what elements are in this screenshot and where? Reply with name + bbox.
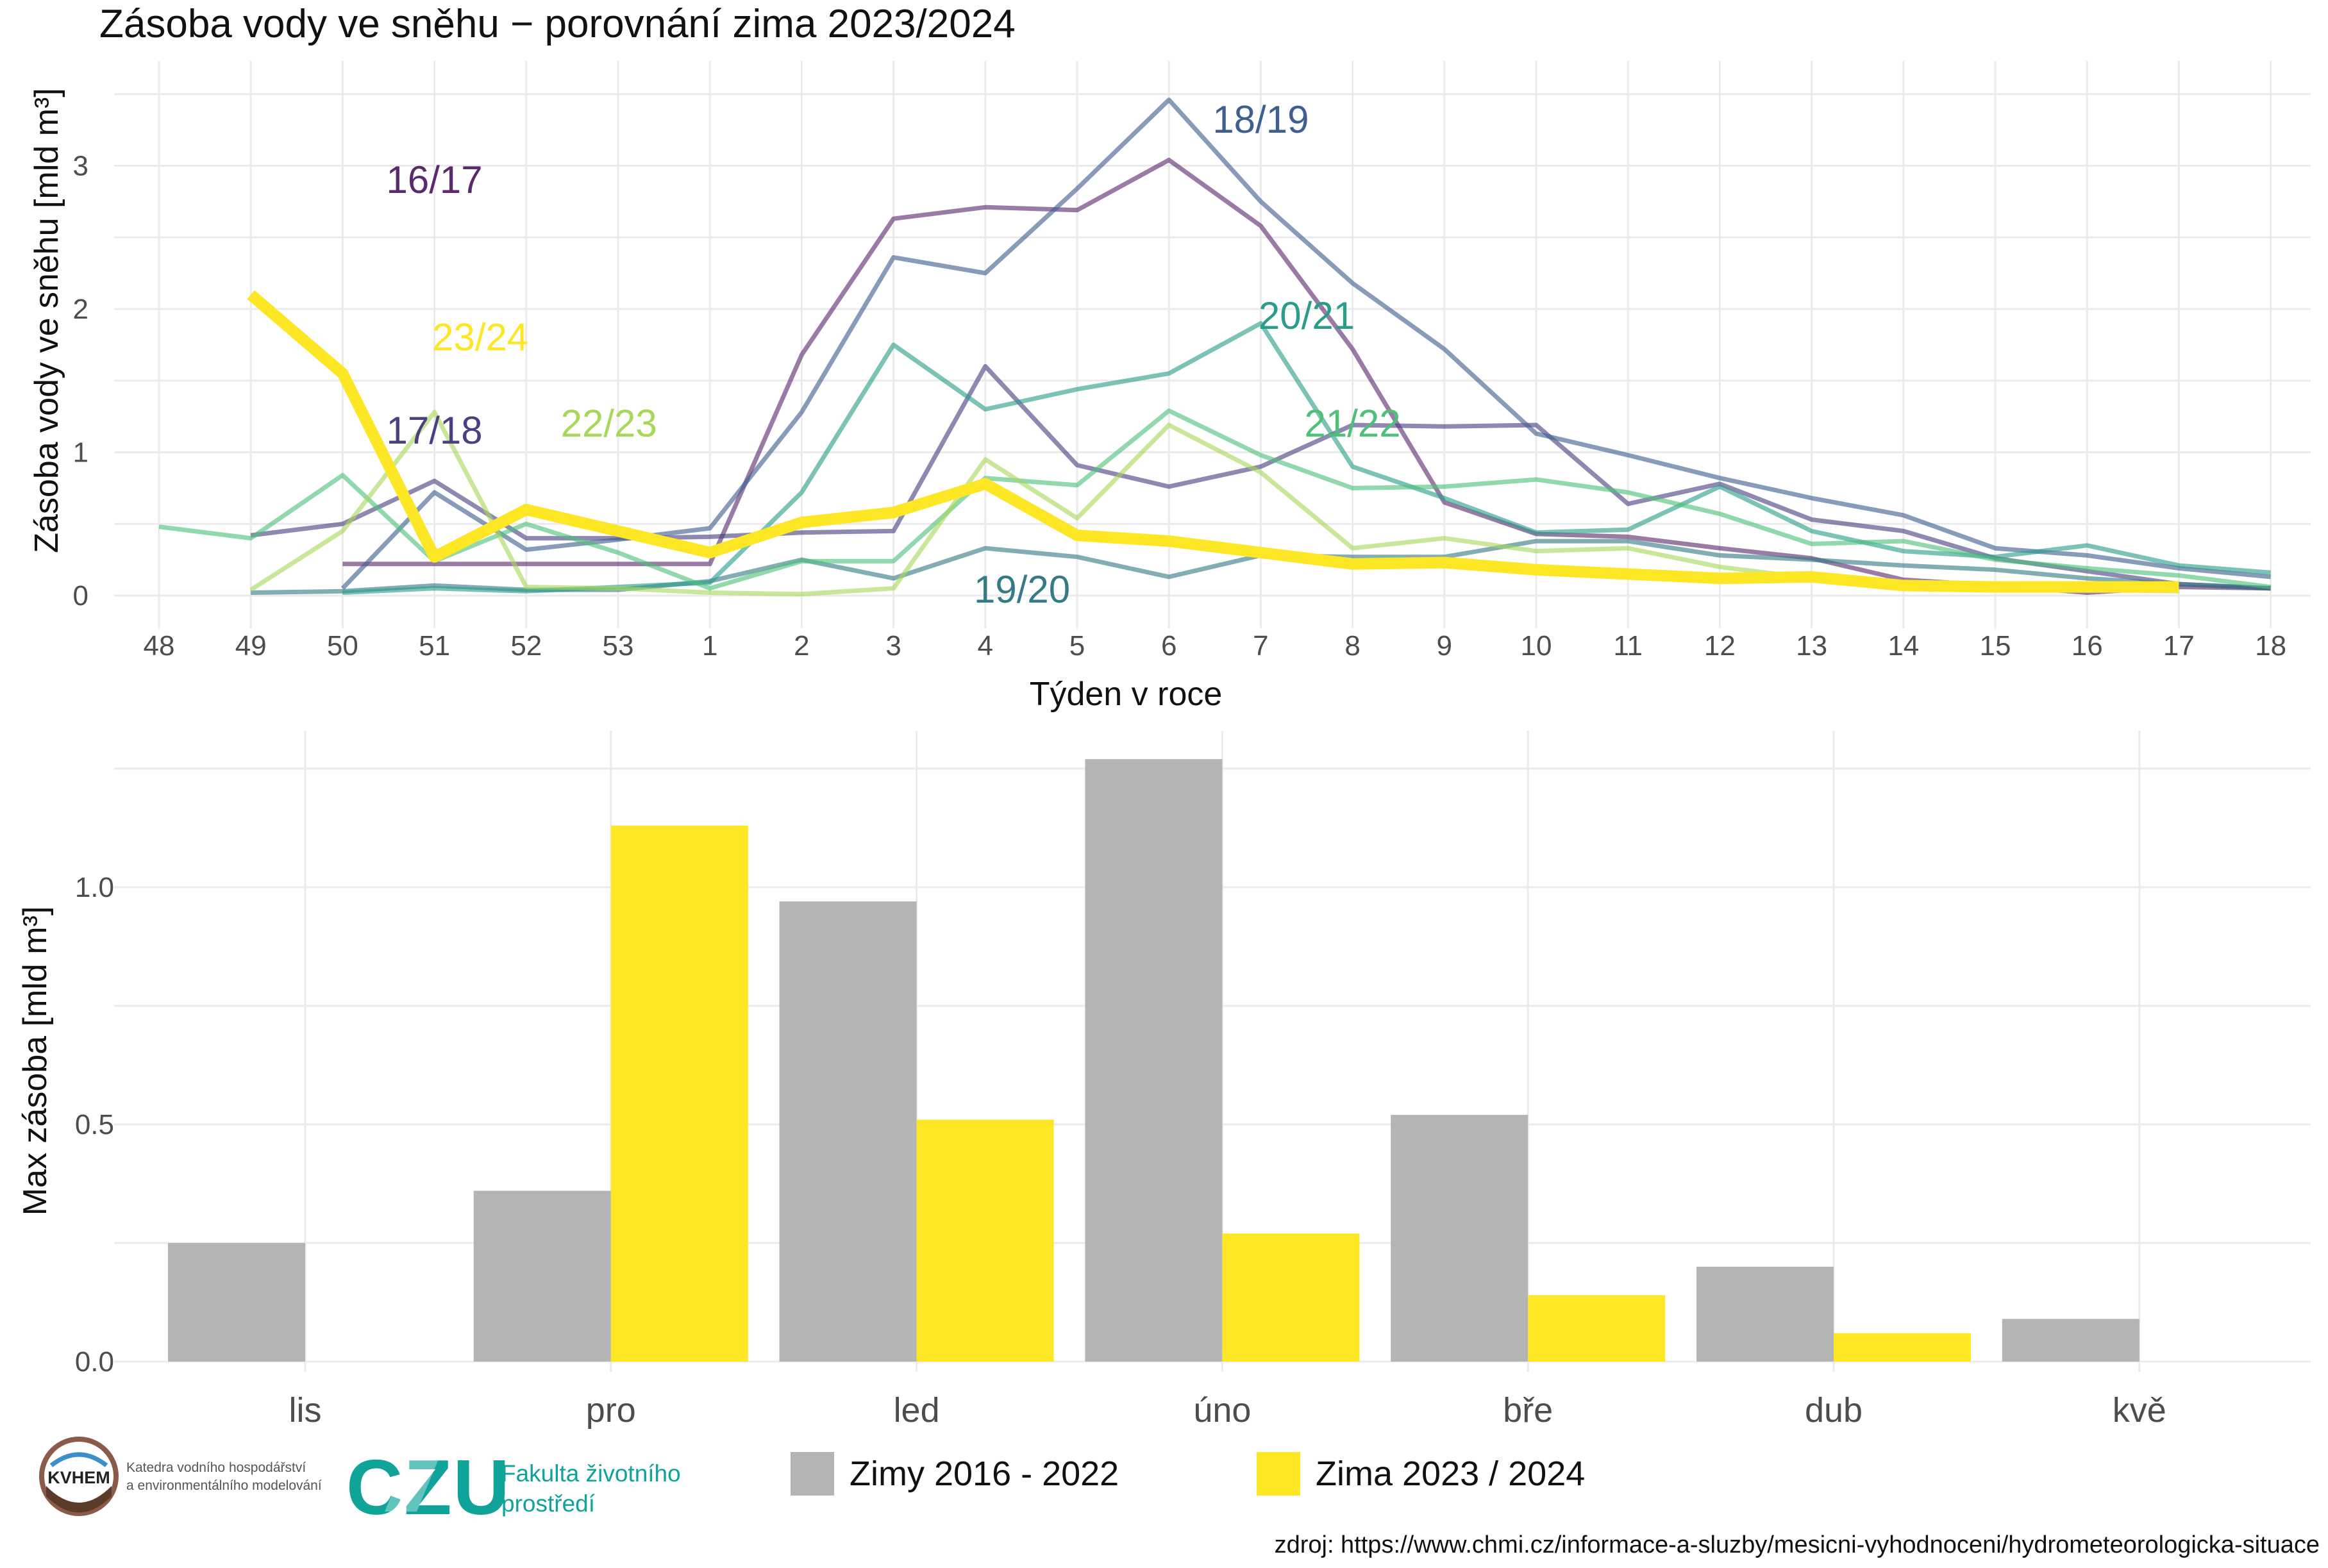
line-chart-x-tick-label: 52 <box>510 630 542 662</box>
line-chart-x-tick-label: 2 <box>794 630 809 662</box>
kvhem-logo-line2: a environmentálního modelování <box>126 1478 322 1493</box>
bar-past-pro <box>473 1190 611 1362</box>
series-label-23-24: 23/24 <box>432 316 528 359</box>
line-chart-x-tick-label: 5 <box>1069 630 1085 662</box>
bar-chart-y-tick-label: 0.5 <box>75 1109 114 1140</box>
bar-chart-y-axis-label: Max zásoba [mld m³] <box>17 906 54 1216</box>
line-chart-x-tick-label: 11 <box>1613 630 1643 662</box>
bar-current-bře <box>1528 1295 1666 1362</box>
kvhem-logo: KVHEM Katedra vodního hospodářství a env… <box>39 1437 322 1516</box>
line-chart-y-tick-label: 1 <box>73 437 88 469</box>
line-chart-x-tick-label: 53 <box>603 630 634 662</box>
source-caption: zdroj: https://www.chmi.cz/informace-a-s… <box>1275 1531 2320 1558</box>
bar-chart-y-ticks: 0.0 0.5 1.0 <box>75 872 114 1378</box>
legend-label-past: Zimy 2016 - 2022 <box>850 1455 1119 1493</box>
series-line-18-19 <box>340 97 2271 590</box>
line-chart-x-tick-label: 10 <box>1521 630 1552 662</box>
bar-chart-bars <box>168 759 2140 1362</box>
czu-logo: CZU Fakulta životního prostředí <box>346 1444 681 1531</box>
line-chart-x-tick-label: 9 <box>1437 630 1452 662</box>
bar-chart-legend: Zimy 2016 - 2022 Zima 2023 / 2024 <box>791 1452 1585 1496</box>
series-label-19-20: 19/20 <box>974 568 1070 611</box>
bar-past-bře <box>1391 1115 1528 1362</box>
series-label-21-22: 21/22 <box>1305 402 1401 445</box>
line-chart-y-tick-label: 3 <box>73 151 88 182</box>
bar-current-led <box>916 1119 1054 1362</box>
line-chart-y-tick-label: 2 <box>73 294 88 325</box>
series-line-21-22 <box>158 408 2272 591</box>
series-label-16-17: 16/17 <box>387 158 483 201</box>
line-chart-x-tick-label: 12 <box>1704 630 1736 662</box>
line-chart-x-tick-label: 13 <box>1796 630 1827 662</box>
series-label-20-21: 20/21 <box>1259 294 1355 337</box>
bar-chart-x-tick-label: bře <box>1503 1391 1553 1430</box>
bar-chart-x-tick-label: dub <box>1805 1391 1863 1430</box>
line-chart-x-tick-label: 16 <box>2072 630 2103 662</box>
line-chart-x-tick-label: 49 <box>235 630 267 662</box>
line-chart-x-tick-label: 48 <box>144 630 175 662</box>
kvhem-logo-text: KVHEM <box>47 1468 110 1487</box>
bar-chart-x-tick-label: úno <box>1193 1391 1251 1430</box>
line-chart-x-tick-label: 15 <box>1980 630 2011 662</box>
bar-chart-x-ticks: lis pro led úno bře dub kvě <box>289 1391 2166 1430</box>
line-chart-series <box>158 97 2272 597</box>
series-line-23-24 <box>247 290 2179 593</box>
czu-logo-mark: CZU <box>346 1444 511 1531</box>
series-line-20-21 <box>342 321 2271 595</box>
bar-current-pro <box>610 825 748 1362</box>
bar-past-led <box>779 901 917 1362</box>
line-chart-y-axis-label: Zásoba vody ve sněhu [mld m³] <box>28 88 65 553</box>
figure-title: Zásoba vody ve sněhu − porovnání zima 20… <box>99 2 1016 46</box>
line-chart-x-tick-label: 50 <box>327 630 358 662</box>
bar-past-úno <box>1085 759 1223 1362</box>
bar-chart-x-tick-label: pro <box>586 1391 636 1430</box>
legend-label-current: Zima 2023 / 2024 <box>1316 1455 1585 1493</box>
czu-logo-wheat <box>385 1450 442 1512</box>
bar-chart-y-tick-label: 1.0 <box>75 872 114 903</box>
line-chart-x-tick-label: 8 <box>1344 630 1360 662</box>
bar-current-úno <box>1222 1233 1360 1362</box>
line-chart-y-ticks: 0 1 2 3 <box>73 151 88 612</box>
kvhem-logo-ground <box>46 1486 112 1513</box>
bar-chart-x-tick-label: lis <box>289 1391 322 1430</box>
kvhem-logo-line1: Katedra vodního hospodářství <box>126 1460 306 1475</box>
line-chart-y-tick-label: 0 <box>73 580 88 612</box>
bar-past-kvě <box>2002 1319 2140 1362</box>
line-chart-x-tick-label: 7 <box>1253 630 1268 662</box>
line-chart-x-ticks: 48 49 50 51 52 53 1 2 3 4 5 6 7 8 9 10 11 12 13 14 15 16 17 18 <box>144 630 2287 662</box>
series-label-22-23: 22/23 <box>561 402 657 445</box>
bar-chart-x-tick-label: led <box>894 1391 940 1430</box>
line-chart-x-tick-label: 1 <box>702 630 717 662</box>
bar-chart-x-tick-label: kvě <box>2113 1391 2166 1430</box>
kvhem-logo-water <box>49 1452 108 1467</box>
czu-logo-line2: prostředí <box>501 1490 596 1517</box>
bar-chart-y-tick-label: 0.0 <box>75 1346 114 1378</box>
legend-swatch-current <box>1257 1452 1300 1496</box>
line-chart-x-tick-label: 3 <box>885 630 901 662</box>
line-chart-x-tick-label: 18 <box>2255 630 2286 662</box>
line-chart-x-tick-label: 17 <box>2163 630 2195 662</box>
line-chart-x-axis-label: Týden v roce <box>1030 676 1223 713</box>
bar-past-dub <box>1696 1267 1834 1362</box>
bar-current-dub <box>1834 1333 1971 1362</box>
series-line-17-18 <box>250 363 2271 591</box>
line-chart-x-tick-label: 14 <box>1888 630 1919 662</box>
line-chart-x-tick-label: 51 <box>419 630 450 662</box>
legend-swatch-past <box>791 1452 834 1496</box>
line-chart-series-labels: 16/17 17/18 18/19 19/20 20/21 21/22 22/23 23/24 <box>387 98 1401 611</box>
czu-logo-line1: Fakulta životního <box>501 1460 681 1487</box>
line-chart-x-tick-label: 4 <box>978 630 993 662</box>
bar-past-lis <box>168 1243 305 1362</box>
line-chart-x-tick-label: 6 <box>1161 630 1177 662</box>
series-label-17-18: 17/18 <box>387 409 483 452</box>
series-label-18-19: 18/19 <box>1212 98 1309 141</box>
